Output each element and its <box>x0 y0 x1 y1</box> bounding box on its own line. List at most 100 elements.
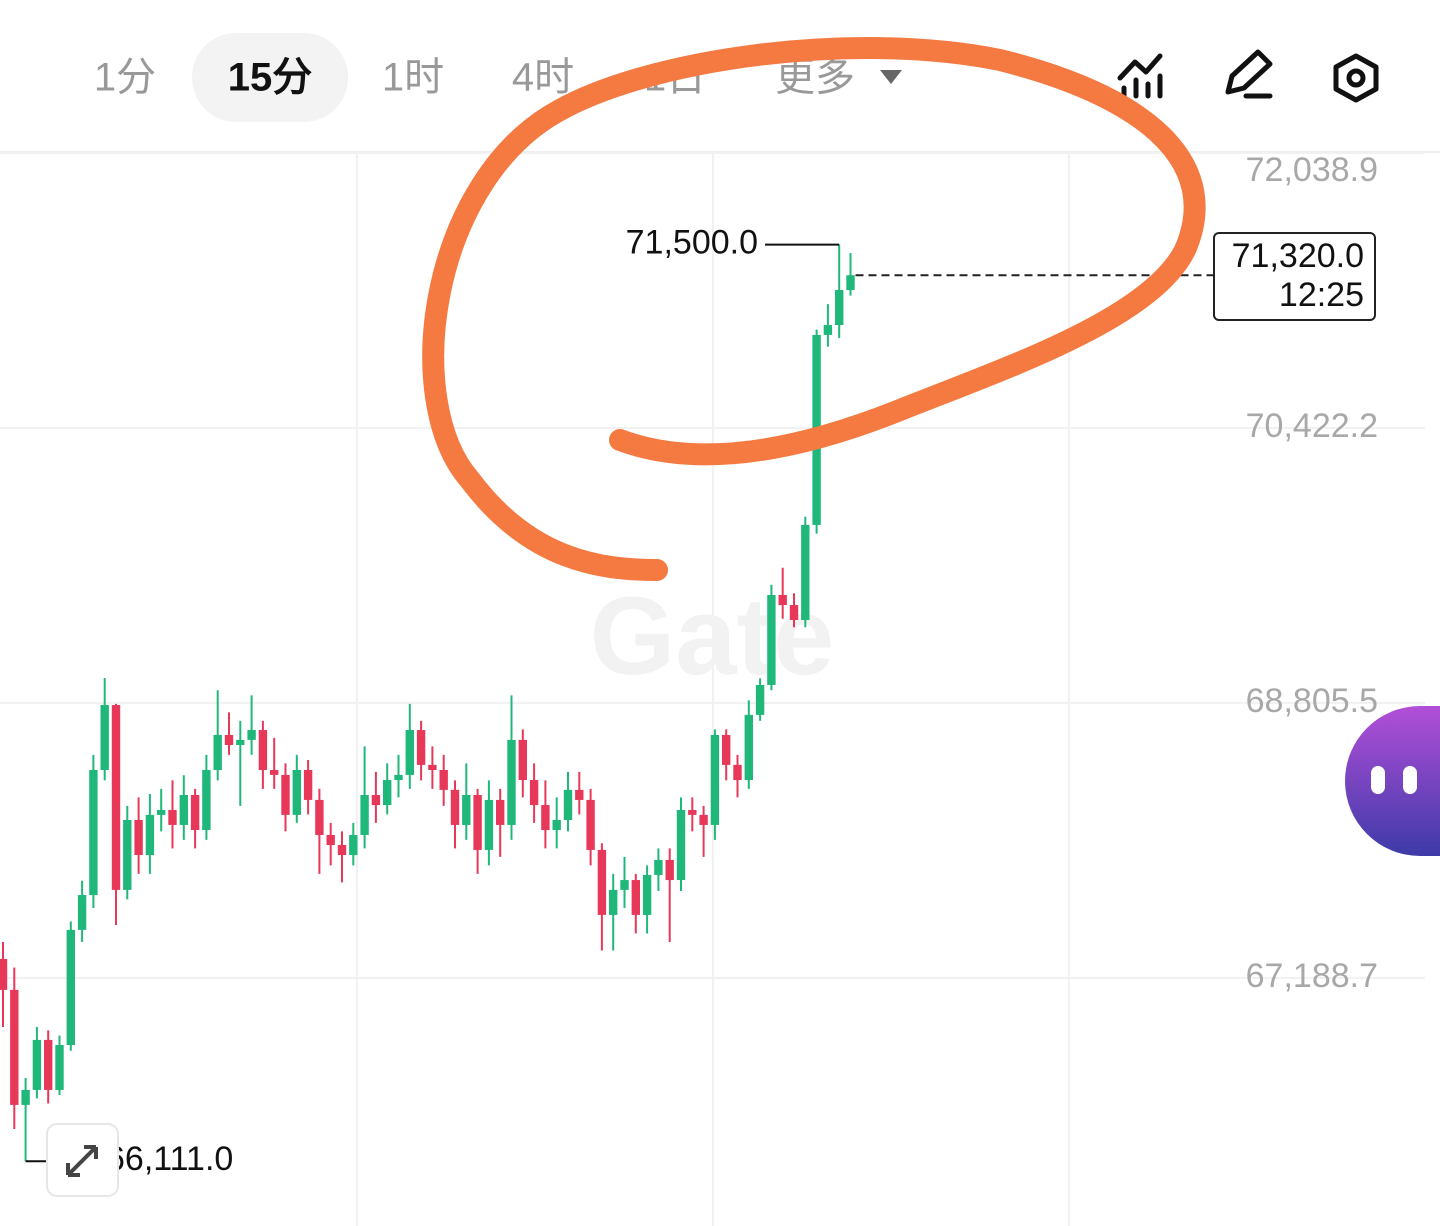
candle-body <box>529 780 539 806</box>
candle-body <box>710 734 720 825</box>
candle-body <box>371 795 381 806</box>
candle-body <box>699 814 708 825</box>
candle-body <box>202 769 211 831</box>
candle-body <box>383 780 392 806</box>
candle-body <box>552 820 561 831</box>
tab-selected-bg <box>192 33 348 122</box>
candle-body <box>563 789 573 821</box>
assistant-eye <box>1371 766 1385 794</box>
toolbar-icons <box>1117 49 1379 103</box>
candle-body <box>66 929 75 1046</box>
indicator-icon[interactable] <box>1117 53 1163 99</box>
candle-body <box>428 764 437 770</box>
candle-body <box>349 834 358 856</box>
candle-body <box>473 795 482 850</box>
candle-body <box>303 769 313 800</box>
settings-icon[interactable] <box>1333 53 1379 103</box>
candle-body <box>631 880 640 915</box>
candle-body <box>778 594 787 606</box>
last-price-time: 12:25 <box>1279 276 1364 314</box>
y-tick-label: 70,422.2 <box>1246 407 1378 445</box>
candle-body <box>32 1039 42 1090</box>
tab[interactable]: 1分 <box>94 56 156 100</box>
candle-body <box>462 795 471 825</box>
candle-body <box>450 789 460 825</box>
candle-body <box>224 734 234 745</box>
candle-body <box>145 814 155 856</box>
draw-icon[interactable] <box>1225 49 1273 99</box>
candle-body <box>846 275 855 291</box>
candle-body <box>168 809 177 825</box>
candle-body <box>315 799 324 835</box>
candle-body <box>100 705 109 770</box>
candle-body <box>270 769 279 775</box>
candle-body <box>247 730 256 740</box>
candle-body <box>236 739 245 745</box>
candle-body <box>77 895 87 930</box>
candle-body <box>326 834 335 846</box>
candle-body <box>755 684 765 715</box>
candle-body <box>337 845 347 856</box>
candle-body <box>789 605 799 620</box>
candle-body <box>665 859 674 881</box>
candle-body <box>767 594 776 685</box>
expand-icon <box>66 1145 98 1177</box>
last-price-label: 71,320.0 <box>1232 237 1364 275</box>
candle-body <box>394 774 403 781</box>
candle-body <box>281 774 290 815</box>
candle-body <box>360 795 369 835</box>
candle-body <box>597 849 607 915</box>
candle-body <box>292 769 301 815</box>
plot <box>0 244 855 1162</box>
assistant-eye <box>1403 766 1417 794</box>
candle-body <box>134 820 143 856</box>
candle-body <box>654 859 663 875</box>
candle-body <box>157 809 166 815</box>
candle-body <box>518 739 527 781</box>
candle-body <box>111 705 121 890</box>
candle-body <box>496 799 505 825</box>
candle-body <box>541 805 550 831</box>
y-tick-label: 72,038.9 <box>1246 151 1378 189</box>
candle-body <box>10 989 19 1105</box>
y-tick-label: 68,805.5 <box>1246 682 1378 720</box>
y-tick-label: 67,188.7 <box>1246 957 1378 995</box>
candle-body <box>620 880 629 890</box>
candle-body <box>733 764 742 781</box>
candle-body <box>258 730 268 770</box>
watermark: Gate <box>590 575 835 698</box>
candle-body <box>586 799 595 850</box>
candle-body <box>21 1089 30 1105</box>
high-label: 71,500.0 <box>626 224 758 262</box>
assistant-button[interactable] <box>1345 706 1440 856</box>
hand-drawn-circle <box>422 37 1206 581</box>
candle-body <box>416 730 426 765</box>
candle-body <box>801 524 810 620</box>
candle-body <box>179 795 188 825</box>
candle-body <box>213 734 222 770</box>
tabs: 1分 15分 1时 4时 1日 更多 <box>94 33 902 122</box>
tab[interactable]: 4时 <box>512 56 574 100</box>
candle-body <box>89 769 98 896</box>
settings-icon-dot <box>1346 68 1366 88</box>
candle-body <box>688 809 697 815</box>
candle-body <box>676 809 686 881</box>
dropdown-arrow <box>880 70 902 84</box>
tab[interactable]: 更多 <box>775 56 855 100</box>
candle-body <box>439 769 448 790</box>
candle-body <box>835 290 844 326</box>
candle-body <box>55 1045 64 1090</box>
candle-body <box>642 874 652 915</box>
tab[interactable]: 1时 <box>382 56 444 100</box>
candle-body <box>609 889 618 915</box>
candle-body <box>0 958 8 990</box>
tab[interactable]: 15分 <box>228 56 313 100</box>
candle-body <box>823 325 833 335</box>
grid <box>0 151 1425 1226</box>
candle-body <box>44 1039 53 1090</box>
candle-body <box>190 795 200 831</box>
candle-body <box>507 739 516 825</box>
candle-body <box>123 820 132 890</box>
